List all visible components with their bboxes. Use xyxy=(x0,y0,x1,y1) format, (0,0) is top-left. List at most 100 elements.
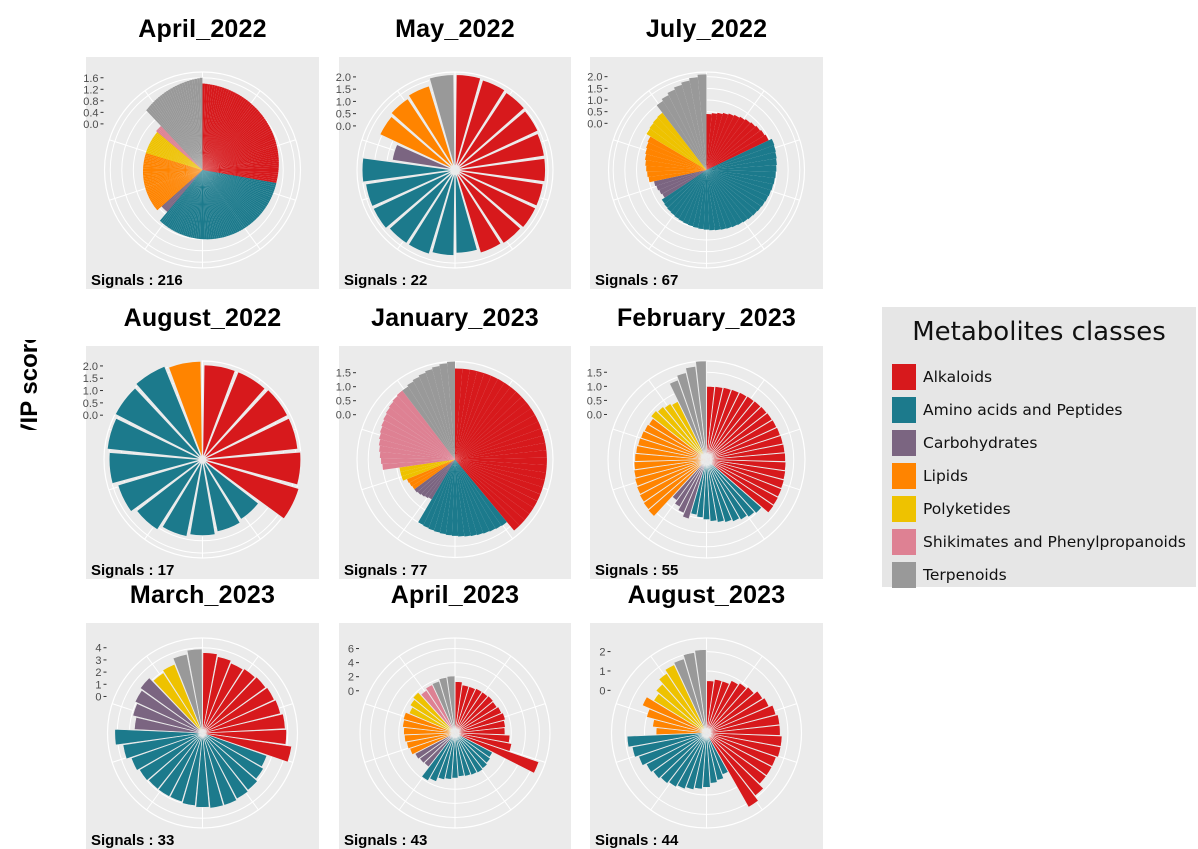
bar xyxy=(706,680,730,734)
bar xyxy=(645,154,707,170)
bar xyxy=(455,459,507,526)
bar xyxy=(202,732,292,763)
bar xyxy=(202,89,232,170)
bar xyxy=(202,94,240,170)
bar xyxy=(656,100,707,170)
bar xyxy=(455,408,535,460)
bar xyxy=(648,418,707,460)
bar xyxy=(399,459,455,472)
bar xyxy=(153,170,203,207)
bar xyxy=(163,91,203,170)
bar xyxy=(161,170,203,224)
bar xyxy=(144,158,203,170)
legend-swatch xyxy=(892,463,916,489)
bar xyxy=(388,169,456,245)
bar xyxy=(361,157,456,183)
bar xyxy=(181,82,203,170)
bar xyxy=(455,459,502,530)
bar xyxy=(662,170,707,198)
bar xyxy=(202,170,213,240)
bar xyxy=(202,170,273,198)
bar xyxy=(202,84,215,170)
bar xyxy=(643,459,707,510)
bar xyxy=(179,83,203,170)
bar xyxy=(202,161,279,170)
bar xyxy=(202,458,300,520)
bar xyxy=(454,157,547,183)
y-tick-label: 1.0 xyxy=(83,386,98,398)
bar xyxy=(454,686,476,734)
bar xyxy=(455,442,547,460)
bar xyxy=(706,732,725,781)
bar xyxy=(455,421,542,460)
bar xyxy=(156,98,203,170)
bar xyxy=(454,732,493,758)
bar xyxy=(418,372,455,460)
bar xyxy=(706,151,777,170)
bar xyxy=(640,430,707,460)
bar xyxy=(150,170,203,202)
bar xyxy=(201,459,242,533)
bar xyxy=(407,459,455,483)
bar xyxy=(199,77,203,170)
bar xyxy=(677,459,707,514)
bar xyxy=(139,732,203,781)
bar xyxy=(186,648,203,734)
bar xyxy=(144,170,203,186)
signals-count-label: Signals : 77 xyxy=(344,562,427,579)
bar xyxy=(455,459,530,520)
bar xyxy=(202,152,279,170)
bar xyxy=(202,120,267,170)
y-axis-label-text: VIP score xyxy=(16,340,43,430)
bar xyxy=(706,170,732,229)
y-tick-label: 3 xyxy=(95,655,101,667)
y-tick-label: 4 xyxy=(348,658,354,670)
bar xyxy=(408,706,456,734)
chart-title: April_2023 xyxy=(390,581,520,609)
bar xyxy=(202,170,263,214)
bar xyxy=(706,400,762,460)
bar xyxy=(153,136,203,170)
bar xyxy=(202,170,246,229)
bars xyxy=(633,360,787,523)
bar xyxy=(451,459,459,536)
y-tick-label: 2.0 xyxy=(336,72,351,84)
bar xyxy=(202,167,279,170)
bar xyxy=(455,459,496,532)
bar xyxy=(706,443,786,460)
legend-label: Alkaloids xyxy=(923,368,993,386)
bars xyxy=(402,675,540,782)
bar xyxy=(647,459,707,517)
bar xyxy=(202,170,223,238)
bar xyxy=(454,732,491,764)
bar xyxy=(706,112,723,170)
bar xyxy=(152,101,203,170)
bar xyxy=(202,136,275,170)
bar xyxy=(143,163,203,170)
bar xyxy=(417,459,455,495)
bar xyxy=(706,459,748,521)
bar xyxy=(626,732,707,748)
bar xyxy=(454,169,503,254)
signals-count-label: Signals : 17 xyxy=(91,562,174,579)
bar xyxy=(432,365,455,460)
bar xyxy=(159,94,203,170)
bar xyxy=(664,403,707,460)
bar xyxy=(454,109,539,171)
bar xyxy=(706,419,777,460)
chart-panel: February_2023 1.5 1.0 0.5 0.0 Signals : 55 xyxy=(587,304,823,579)
bar xyxy=(202,732,238,806)
y-tick-label: 0.0 xyxy=(83,410,98,422)
bar xyxy=(202,170,272,200)
bar xyxy=(151,170,203,204)
polar-bar-chart: 6 4 2 0 Signals : 43 xyxy=(339,623,571,849)
bar xyxy=(379,451,455,460)
bar xyxy=(162,663,203,734)
bar xyxy=(455,375,498,460)
bar xyxy=(159,170,203,222)
y-tick-label: 0.0 xyxy=(336,410,351,422)
bar xyxy=(196,170,203,239)
bar xyxy=(706,170,727,230)
y-tick-label: 1.5 xyxy=(587,83,602,95)
bar xyxy=(163,170,203,210)
